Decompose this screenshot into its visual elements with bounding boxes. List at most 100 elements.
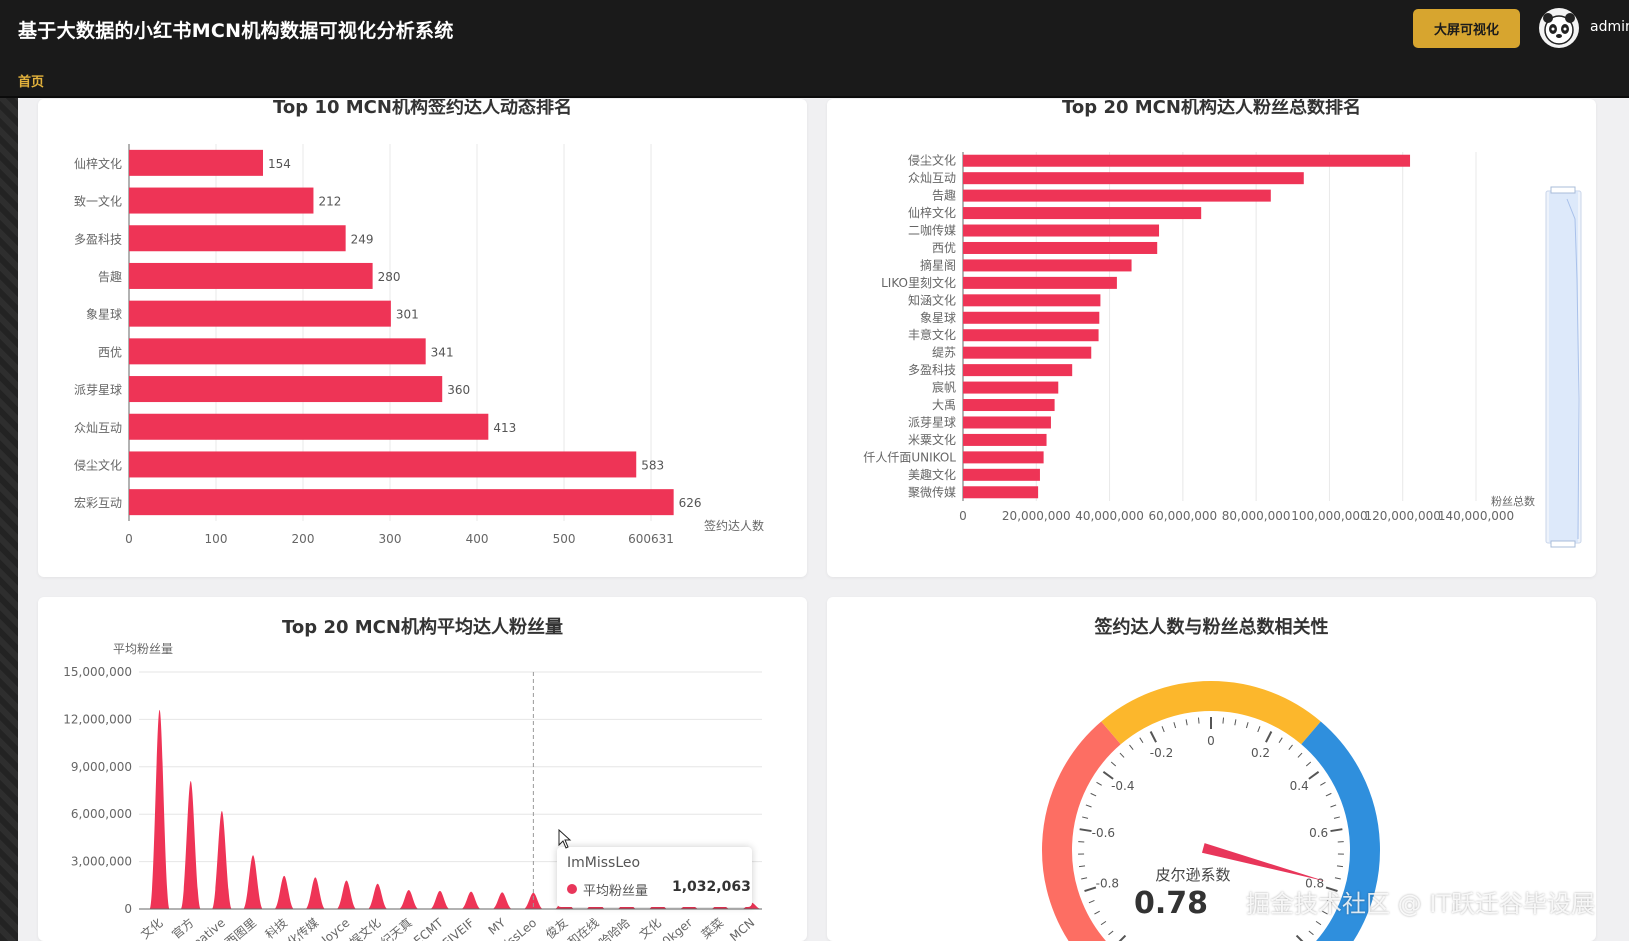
gauge-segment-yellow bbox=[1101, 681, 1321, 745]
area-spike bbox=[492, 892, 513, 909]
gauge-minor-tick bbox=[1333, 816, 1340, 819]
bar-value-label: 249 bbox=[351, 232, 374, 246]
y-category-label: 西优 bbox=[98, 345, 122, 359]
gauge-major-tick bbox=[1325, 886, 1338, 893]
x-axis-label: 粉丝总数 bbox=[1491, 494, 1535, 508]
y-category-label: 仙梓文化 bbox=[74, 156, 122, 171]
y-tick-label: 0 bbox=[124, 902, 132, 916]
area-spike bbox=[274, 875, 295, 909]
bar bbox=[963, 207, 1202, 220]
gauge-major-tick bbox=[1265, 731, 1273, 743]
avg-fans-area-chart: 平均粉丝量 0 3,000,000 6,000,000 9,000,000 12,000,… bbox=[63, 642, 762, 941]
y-category-label: 众灿互动 bbox=[908, 171, 956, 185]
gauge-minor-tick bbox=[1129, 744, 1134, 750]
gauge-minor-tick bbox=[1197, 717, 1200, 724]
x-category-label: 文化 bbox=[137, 915, 165, 941]
x-tick-label: 600631 bbox=[628, 532, 674, 546]
gauge-minor-tick bbox=[1297, 752, 1303, 758]
gauge-minor-tick bbox=[1173, 722, 1177, 729]
gauge-tick-label: -0.2 bbox=[1150, 746, 1173, 760]
gauge-value-label: 0.78 bbox=[1134, 886, 1208, 921]
bar-value-label: 154 bbox=[268, 157, 291, 171]
x-tick-label: 80,000,000 bbox=[1222, 509, 1291, 523]
gauge-minor-tick bbox=[1100, 920, 1107, 926]
gauge-segment-red bbox=[1042, 721, 1121, 941]
x-category-label: 化传媒 bbox=[284, 915, 321, 941]
bar bbox=[963, 189, 1271, 202]
tooltip-value: 1,032,063 bbox=[672, 879, 751, 895]
bar-value-label: 413 bbox=[493, 421, 516, 435]
top10-signed-bar-chart: 0 100 200 300 400 500 600631 签约达人数 宏彩互动 626 侵尘文化 58… bbox=[74, 144, 764, 546]
gauge-major-tick bbox=[1102, 771, 1114, 780]
y-category-label: 二咖传媒 bbox=[908, 223, 956, 238]
area-spike bbox=[523, 892, 544, 909]
gauge-major-tick bbox=[1084, 886, 1097, 893]
x-tick-label: 100 bbox=[205, 532, 228, 546]
gauge-minor-tick bbox=[1245, 722, 1249, 729]
x-category-label: FIVEIF bbox=[440, 916, 477, 941]
x-category-label: 和在线 bbox=[565, 916, 602, 941]
gauge-minor-tick bbox=[1327, 899, 1334, 904]
bar-value-label: 360 bbox=[447, 383, 470, 397]
top-header-bar: 基于大数据的小红书MCN机构数据可视化分析系统 大屏可视化 admin 首页 bbox=[0, 0, 1629, 98]
y-category-label: 派芽星球 bbox=[908, 415, 956, 429]
panda-avatar-icon[interactable] bbox=[1539, 8, 1579, 48]
bar bbox=[129, 338, 426, 365]
gauge-minor-tick bbox=[1234, 719, 1237, 726]
gauge-segment-blue bbox=[1301, 721, 1380, 941]
area-spike bbox=[741, 902, 762, 909]
datazoom-handle-bottom bbox=[1550, 540, 1576, 548]
x-category-label: MCN bbox=[727, 916, 757, 941]
gauge-minor-tick bbox=[1278, 737, 1283, 744]
y-category-label: 众灿互动 bbox=[74, 421, 122, 435]
y-category-label: 米粟文化 bbox=[908, 432, 956, 447]
gauge-minor-tick bbox=[1139, 737, 1144, 744]
x-tick-label: 140,000,000 bbox=[1438, 509, 1514, 523]
gauge-major-tick bbox=[1295, 934, 1304, 941]
gauge-minor-tick bbox=[1325, 792, 1332, 797]
bar bbox=[963, 381, 1059, 394]
y-category-label: 侵尘文化 bbox=[74, 457, 122, 472]
gauge-tick-label: -0.8 bbox=[1096, 877, 1119, 891]
area-spike bbox=[461, 891, 482, 909]
bar bbox=[963, 224, 1160, 237]
bar bbox=[963, 329, 1099, 342]
area-spike bbox=[429, 890, 450, 909]
bar bbox=[963, 311, 1100, 324]
bar bbox=[129, 376, 443, 403]
y-category-label: 告趣 bbox=[98, 269, 122, 284]
side-pattern bbox=[0, 98, 18, 941]
bar-value-label: 212 bbox=[318, 195, 341, 209]
x-tick-label: 100,000,000 bbox=[1291, 509, 1367, 523]
y-category-label: 派芽星球 bbox=[74, 383, 122, 397]
bar bbox=[963, 486, 1039, 499]
y-category-label: 丰意文化 bbox=[908, 327, 956, 342]
mouse-cursor-icon bbox=[558, 829, 572, 849]
x-tick-label: 300 bbox=[379, 532, 402, 546]
nav-home-link[interactable]: 首页 bbox=[18, 75, 45, 90]
bar bbox=[129, 413, 489, 440]
bar bbox=[963, 154, 1411, 167]
y-category-label: 美趣文化 bbox=[908, 467, 956, 482]
gauge-tick-label: -0.4 bbox=[1111, 779, 1134, 793]
area-spike bbox=[305, 877, 326, 909]
bar bbox=[129, 300, 391, 327]
username-label[interactable]: admin bbox=[1590, 19, 1629, 35]
gauge-minor-tick bbox=[1336, 865, 1344, 868]
gauge-minor-tick bbox=[1320, 781, 1326, 786]
big-screen-button[interactable]: 大屏可视化 bbox=[1413, 9, 1520, 48]
y-category-label: 宸帆 bbox=[932, 380, 956, 395]
bar-value-label: 626 bbox=[679, 496, 702, 510]
y-category-label: 多盈科技 bbox=[74, 232, 122, 246]
watermark-text: 掘金技术社区 @ IT跃迁谷毕设展 bbox=[1246, 890, 1595, 918]
y-category-label: 象星球 bbox=[920, 311, 956, 325]
x-tick-label: 60,000,000 bbox=[1148, 509, 1217, 523]
bar bbox=[963, 241, 1158, 254]
chart-title: 签约达人数与粉丝总数相关性 bbox=[1094, 617, 1329, 638]
x-tick-label: 40,000,000 bbox=[1075, 509, 1144, 523]
correlation-gauge-chart: -0.8 -0.6 -0.4 -0.2 0 0.2 0.4 0.6 0.8 皮尔逊系数 0.78 bbox=[1042, 681, 1380, 941]
x-category-label: 菜菜 bbox=[699, 916, 726, 941]
area-spike bbox=[367, 883, 388, 909]
bar bbox=[963, 433, 1047, 446]
bar bbox=[129, 225, 346, 252]
